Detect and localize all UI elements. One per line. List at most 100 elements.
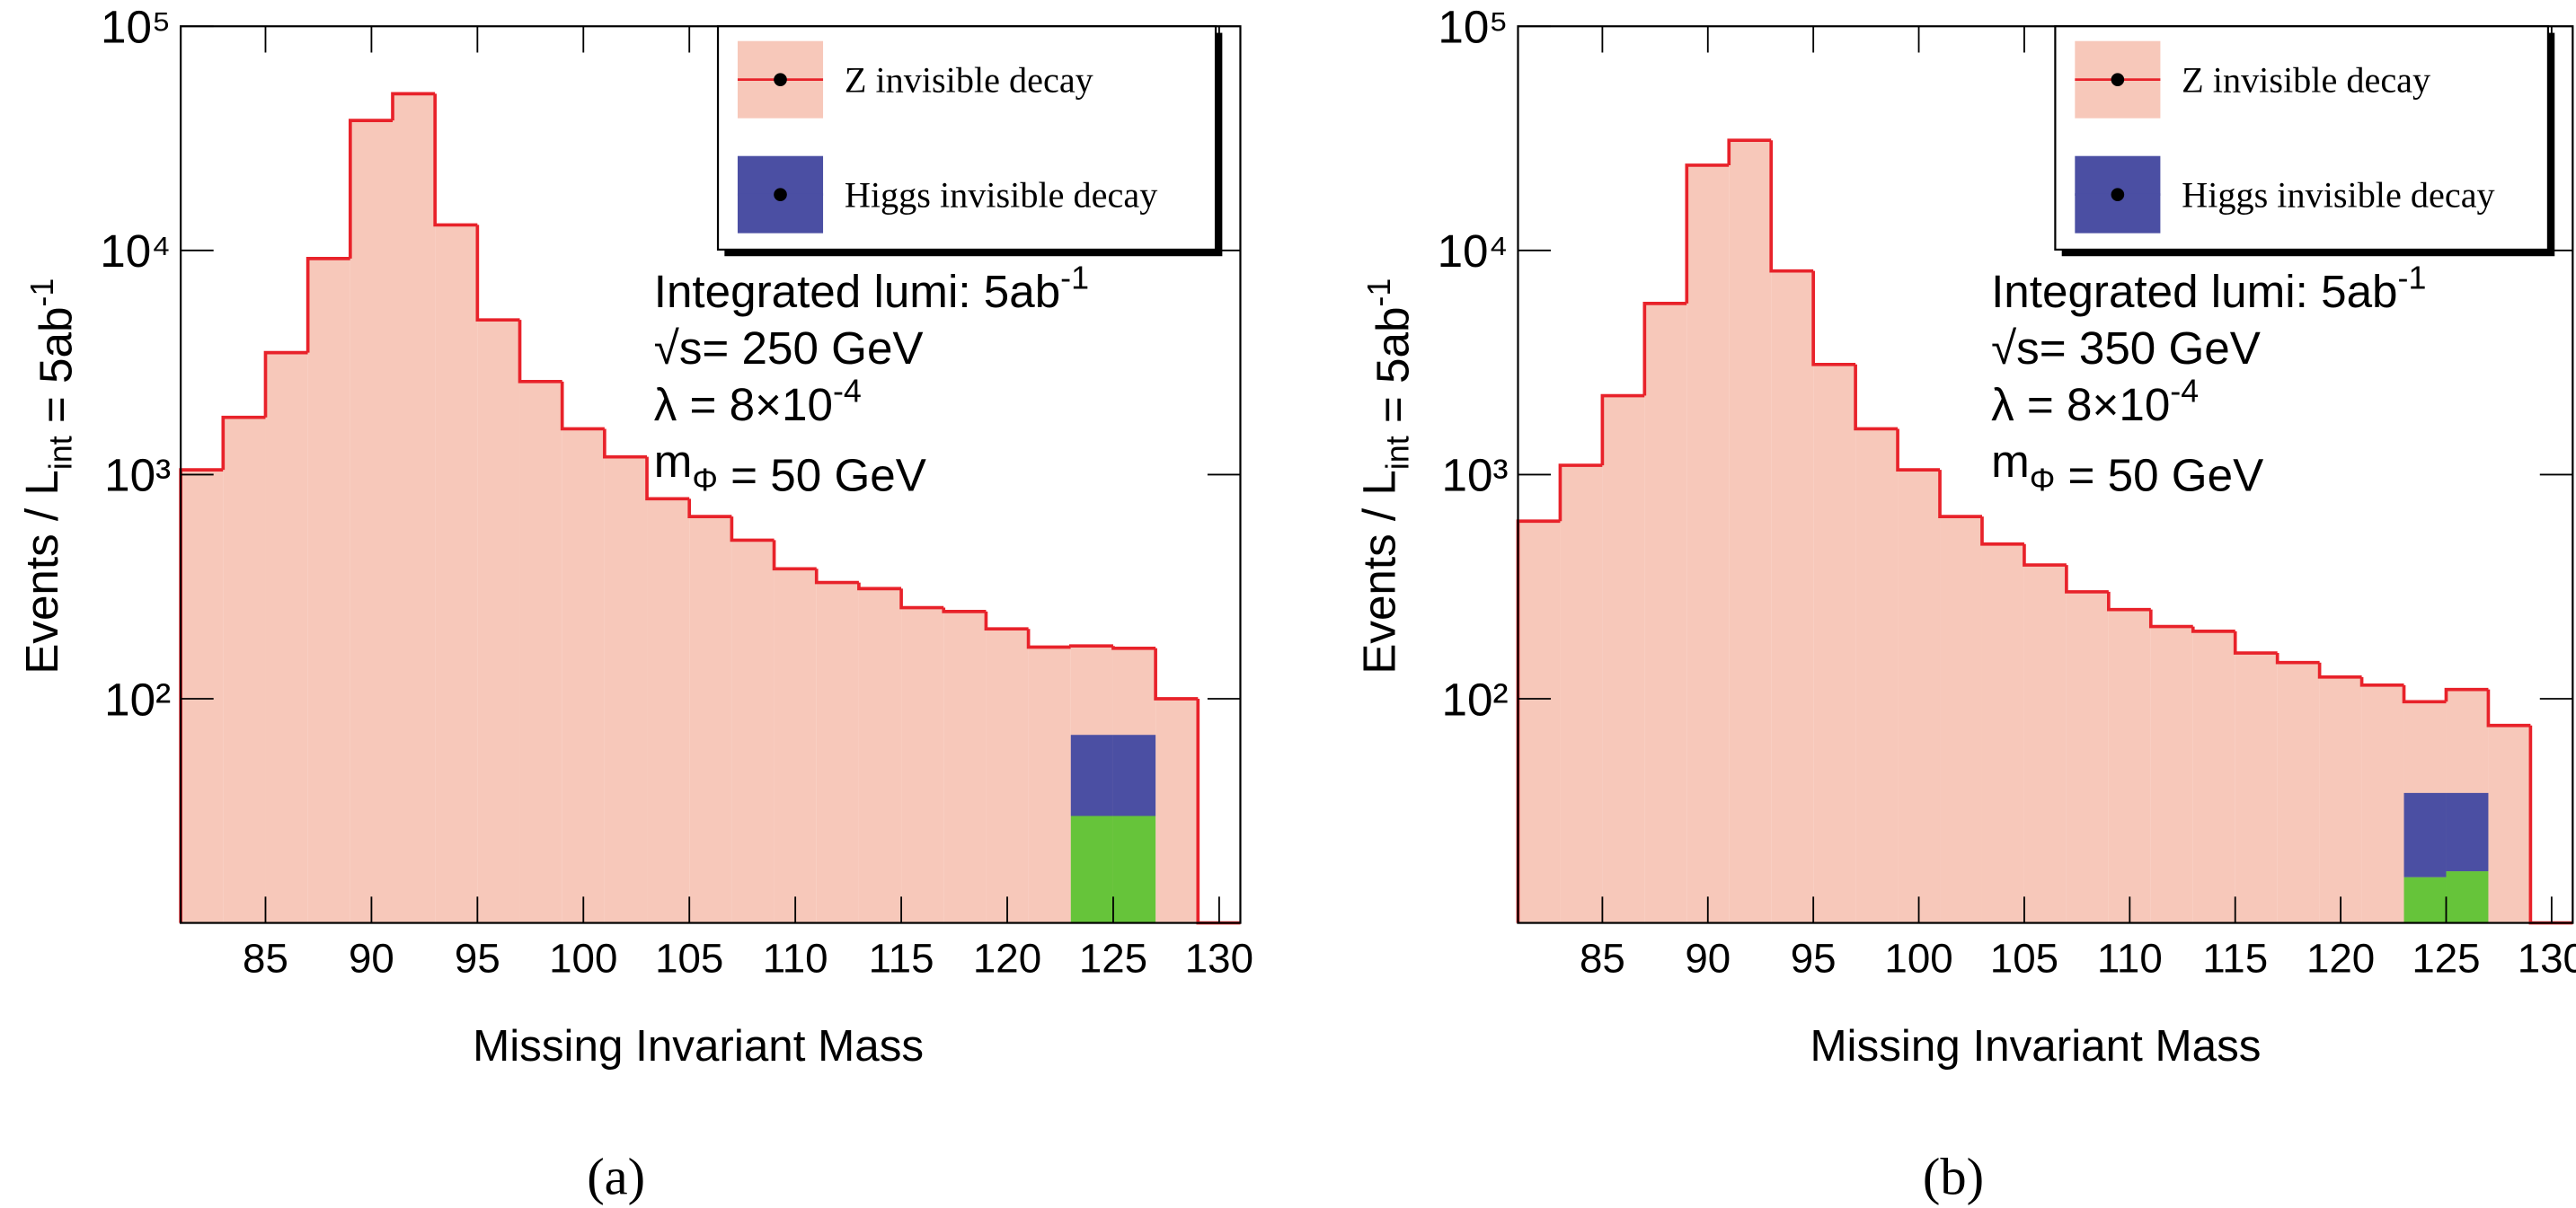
histogram-edge <box>2528 725 2573 925</box>
histogram-edge <box>1938 470 1982 518</box>
bar <box>2446 871 2489 923</box>
histogram-edge <box>1896 428 1941 472</box>
bar <box>350 120 394 923</box>
x-tick-label: 90 <box>349 935 394 981</box>
y-tick-label: 10² <box>1442 674 1509 725</box>
histogram-edge <box>2191 626 2235 633</box>
histogram-edge <box>305 257 350 353</box>
x-tick-label: 115 <box>869 935 934 981</box>
legend-dot <box>2111 73 2125 86</box>
histogram-edge <box>772 540 817 571</box>
histogram-edge <box>2148 609 2193 629</box>
y-tick-label: 10³ <box>104 450 171 501</box>
panel: 85 90 95 100 105 110 115 120 125 130 10² 10³ 10⁴ 10⁵ M… <box>1353 2 2576 1206</box>
bar <box>1112 735 1156 816</box>
histogram-edge <box>1685 163 1730 304</box>
bar <box>1560 465 1603 923</box>
legend-label: Higgs invisible decay <box>845 174 1157 215</box>
bar <box>774 569 817 923</box>
x-tick-label: 115 <box>2202 935 2268 981</box>
histogram-edge <box>2444 687 2489 702</box>
subscript: Φ <box>692 463 718 498</box>
text-part: Events / L <box>1353 470 1404 675</box>
legend-dot <box>774 73 787 86</box>
y-tick-label: 10⁴ <box>1438 225 1509 277</box>
text-part: m <box>1991 436 2030 487</box>
y-axis-label: Events / Lint = 5ab-1 <box>16 278 81 675</box>
x-tick-label: 105 <box>1990 935 2058 981</box>
y-tick-label: 10² <box>104 674 171 725</box>
histogram-edge <box>1111 646 1156 650</box>
histogram-edge <box>1196 699 1241 925</box>
histogram-edge <box>221 415 266 471</box>
histogram-edge <box>518 320 562 384</box>
y-axis-label: Events / Lint = 5ab-1 <box>1353 278 1418 675</box>
x-tick-label: 90 <box>1685 935 1731 981</box>
annotation: Integrated lumi: 5ab-1 <box>1991 260 2426 316</box>
text-part: Integrated lumi: 5ab <box>654 266 1060 317</box>
x-tick-label: 85 <box>243 935 288 981</box>
y-tick-label: 10⁵ <box>1438 2 1508 53</box>
bar <box>2150 626 2193 923</box>
panel: 85 90 95 100 105 110 115 120 125 130 10² 10³ 10⁴ 10⁵ M… <box>16 2 1253 1206</box>
histogram-edge <box>857 582 902 591</box>
bar <box>2235 653 2278 923</box>
bar <box>943 611 987 923</box>
annotation: √s= 250 GeV <box>654 322 924 374</box>
bar <box>2066 591 2109 923</box>
bar <box>519 381 562 923</box>
bar <box>731 540 775 923</box>
histogram-edge <box>1068 644 1113 648</box>
bar <box>2446 792 2489 872</box>
histogram-edge <box>2317 662 2362 679</box>
histogram-edge <box>2023 543 2067 567</box>
annotation: λ = 8×10-4 <box>654 374 862 430</box>
histogram-edge <box>1642 302 1687 396</box>
histogram-edge <box>899 588 944 610</box>
x-tick-label: 105 <box>655 935 723 981</box>
legend-label: Higgs invisible decay <box>2182 174 2495 215</box>
bar <box>2403 792 2447 877</box>
x-tick-label: 130 <box>2518 935 2576 981</box>
x-tick-label: 130 <box>1185 935 1253 981</box>
subscript: Φ <box>2030 463 2056 498</box>
bar <box>901 607 944 923</box>
bar <box>223 417 266 923</box>
bar <box>2108 609 2151 923</box>
superscript: -4 <box>833 374 862 410</box>
legend-dot <box>774 188 787 201</box>
text-part: √s= 350 GeV <box>1991 322 2261 374</box>
bar <box>1981 543 2024 923</box>
x-tick-label: 110 <box>763 935 828 981</box>
histogram-edge <box>814 569 859 585</box>
bar <box>1070 735 1113 816</box>
text-part: √s= 250 GeV <box>654 322 924 374</box>
text-part: λ = 8×10 <box>1991 379 2170 430</box>
subscript: int <box>1380 436 1416 470</box>
histogram-edge <box>263 350 308 418</box>
x-tick-label: 120 <box>2306 935 2375 981</box>
caption: (a) <box>587 1147 645 1205</box>
histogram-edge <box>2359 676 2404 687</box>
bar <box>2403 877 2447 923</box>
bar <box>1602 395 1645 923</box>
histogram-edge <box>2275 653 2320 665</box>
x-tick-label: 120 <box>973 935 1041 981</box>
bar <box>307 258 350 923</box>
bar <box>816 582 859 923</box>
caption: (b) <box>1923 1147 1984 1205</box>
histogram-edge <box>2402 684 2447 704</box>
histogram-edge <box>1154 648 1199 701</box>
text-part: = 5ab <box>1368 307 1419 436</box>
histogram-edge <box>1026 629 1071 649</box>
x-tick-label: 110 <box>2097 935 2163 981</box>
x-axis-label: Missing Invariant Mass <box>1810 1021 2261 1071</box>
bar <box>2192 630 2235 923</box>
bar <box>562 428 605 923</box>
bar <box>2277 662 2320 923</box>
histogram-edge <box>1854 364 1899 431</box>
histogram-edge <box>1980 516 2024 546</box>
legend-label: Z invisible decay <box>2182 59 2430 100</box>
legend-dot <box>2111 188 2125 201</box>
